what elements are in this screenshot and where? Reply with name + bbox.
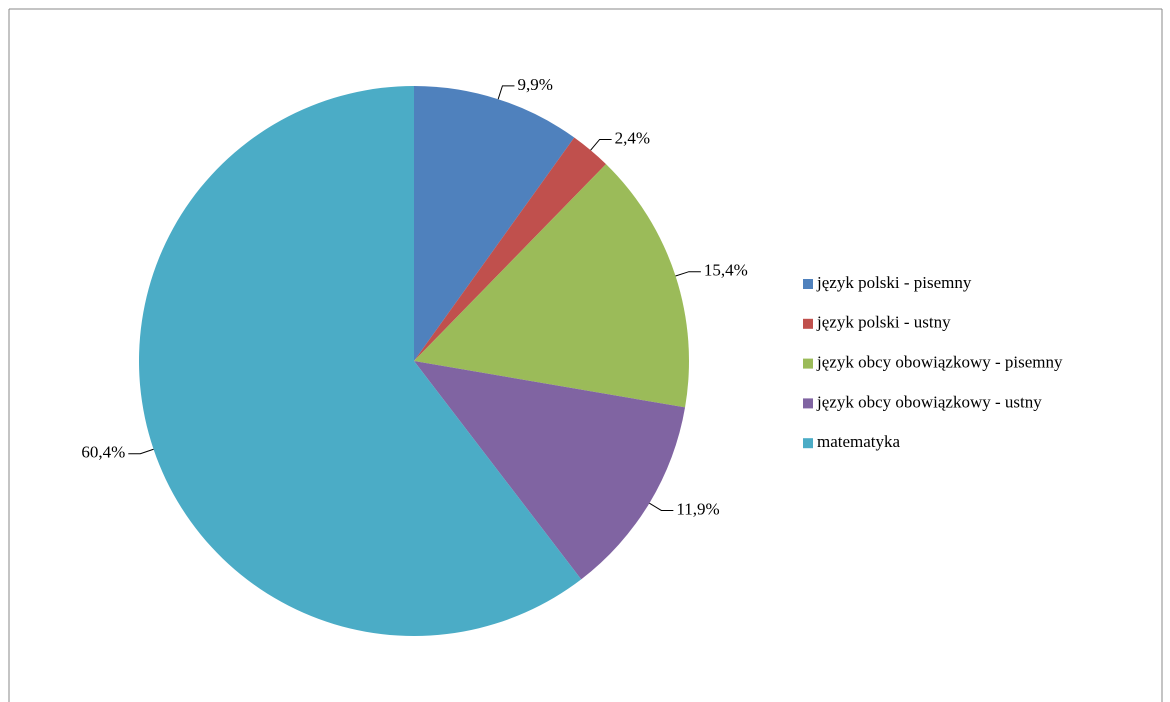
legend-swatch	[803, 279, 813, 289]
leader-line	[649, 502, 674, 511]
pie-slice	[414, 137, 606, 361]
legend-swatch	[803, 358, 813, 369]
data-label: 2,4%	[615, 128, 650, 147]
data-label: 15,4%	[704, 261, 748, 280]
legend-label: język polski - pisemny	[816, 273, 972, 292]
leader-line	[497, 85, 515, 100]
legend-label: język obcy obowiązkowy - ustny	[816, 392, 1042, 411]
data-label: 9,9%	[517, 75, 552, 94]
leader-line	[675, 271, 701, 277]
data-label: 11,9%	[676, 499, 719, 518]
legend-swatch	[803, 398, 813, 409]
legend-label: język polski - ustny	[816, 313, 951, 332]
legend-swatch	[803, 318, 813, 329]
pie-slice	[414, 86, 575, 361]
legend-swatch	[803, 438, 813, 449]
legend-label: język obcy obowiązkowy - pisemny	[816, 353, 1063, 372]
pie-slice	[138, 86, 582, 637]
leader-line	[128, 448, 154, 455]
pie-slice	[414, 361, 686, 580]
leader-line	[590, 138, 612, 151]
pie-slice	[414, 164, 689, 408]
legend-label: matematyka	[817, 432, 901, 451]
data-label: 60,4%	[81, 443, 125, 462]
